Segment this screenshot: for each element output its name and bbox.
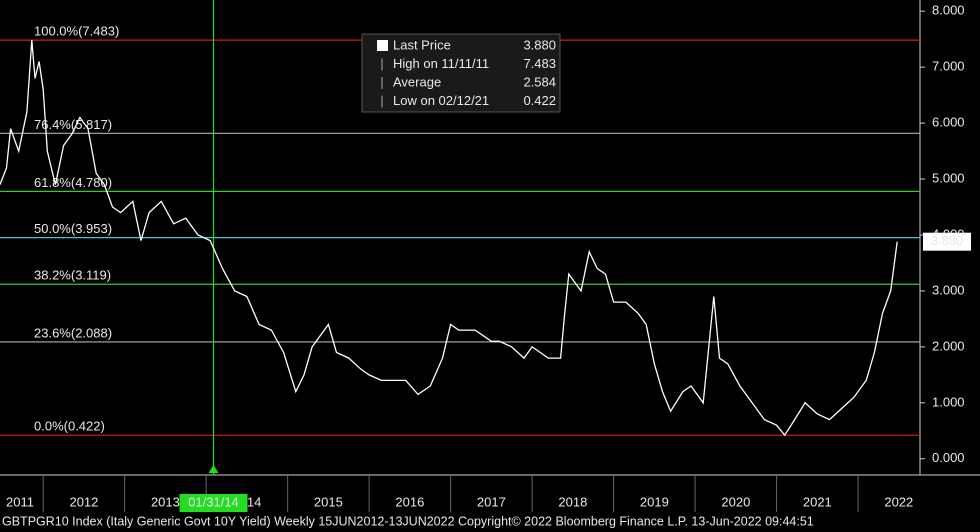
level-label: 76.4%(5.817) (34, 117, 112, 132)
legend-swatch (377, 40, 388, 51)
level-label: 61.8%(4.780) (34, 175, 112, 190)
marker-arrow (208, 465, 219, 473)
y-tick-label: 8.000 (932, 3, 965, 18)
level-label: 38.2%(3.119) (34, 268, 111, 283)
x-tick-label: 2022 (884, 494, 913, 509)
legend-value: 0.422 (523, 93, 556, 108)
footer: GBTPGR10 Index (Italy Generic Govt 10Y Y… (2, 514, 814, 528)
y-tick-label: 6.000 (932, 115, 965, 130)
level-label: 23.6%(2.088) (34, 325, 112, 340)
x-tick-label: 2015 (314, 494, 343, 509)
legend-value: 2.584 (523, 74, 556, 89)
legend-name: Average (393, 74, 441, 89)
y-tick-label: 0.000 (932, 450, 965, 465)
y-tick-label: 5.000 (932, 170, 965, 185)
x-tick-label: 2011 (6, 494, 34, 509)
x-tick-label: 2016 (395, 494, 424, 509)
legend-value: 7.483 (523, 56, 556, 71)
legend-name: Last Price (393, 37, 451, 52)
level-label: 0.0%(0.422) (34, 419, 105, 434)
x-tick-label: 2020 (721, 494, 750, 509)
y-tick-label: 2.000 (932, 338, 965, 353)
x-tick-label: 2018 (558, 494, 587, 509)
legend: Last Price 3.880 High on 11/11/11 7.483 Aver… (361, 33, 561, 113)
legend-box (361, 33, 561, 113)
x-tick-label: 2012 (69, 494, 98, 509)
x-tick-label: 2019 (640, 494, 669, 509)
last-price-label: 3.880 (931, 233, 964, 248)
y-tick-label: 3.000 (932, 282, 965, 297)
price-line (0, 40, 898, 437)
x-tick-label: 2021 (803, 494, 832, 509)
last-price-box (923, 232, 971, 251)
marker-label: 01/31/14 (188, 494, 239, 509)
y-tick-label: 1.000 (932, 394, 965, 409)
x-tick-label: 2017 (477, 494, 506, 509)
legend-name: Low on 02/12/21 (393, 93, 489, 108)
legend-value: 3.880 (523, 37, 556, 52)
marker-box (179, 494, 248, 512)
y-tick-label: 7.000 (932, 59, 965, 74)
legend-name: High on 11/11/11 (393, 56, 489, 71)
level-label: 50.0%(3.953) (34, 221, 112, 236)
level-label: 100.0%(7.483) (34, 24, 119, 39)
x-tick-label: 2013 (151, 494, 180, 509)
